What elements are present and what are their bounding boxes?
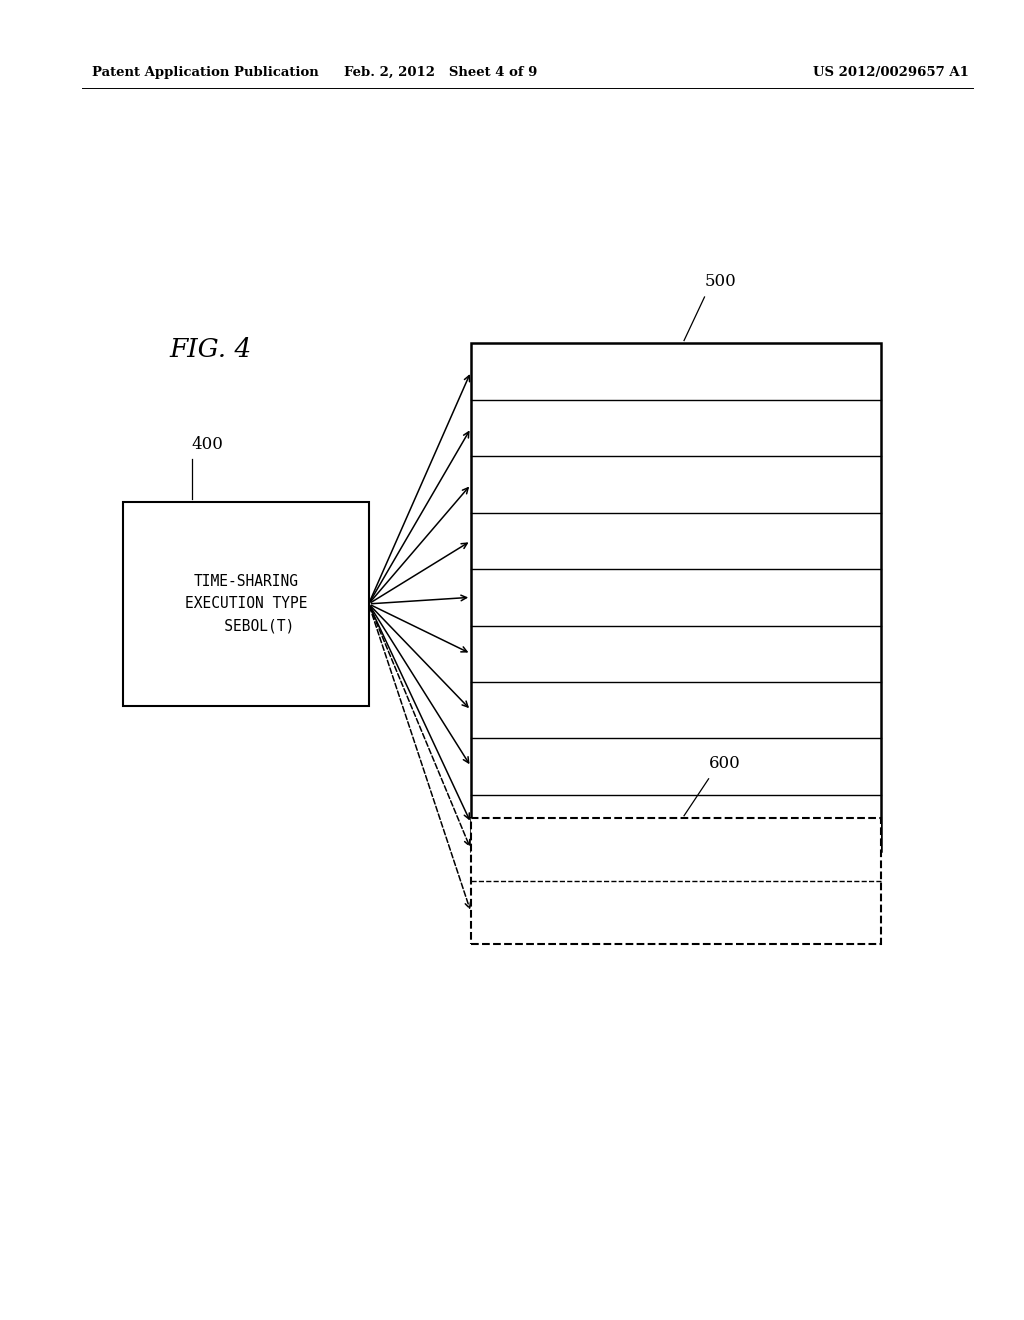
Text: 600: 600 [709,755,740,772]
Text: FIG. 4: FIG. 4 [169,338,251,362]
Text: Feb. 2, 2012   Sheet 4 of 9: Feb. 2, 2012 Sheet 4 of 9 [344,66,537,79]
Text: US 2012/0029657 A1: US 2012/0029657 A1 [813,66,969,79]
Text: 500: 500 [705,273,736,290]
Text: TIME-SHARING
EXECUTION TYPE
   SEBOL(T): TIME-SHARING EXECUTION TYPE SEBOL(T) [184,574,307,634]
Bar [471,818,881,944]
Text: 400: 400 [191,436,223,453]
Text: Patent Application Publication: Patent Application Publication [92,66,318,79]
Bar [471,343,881,851]
Bar [123,502,369,706]
